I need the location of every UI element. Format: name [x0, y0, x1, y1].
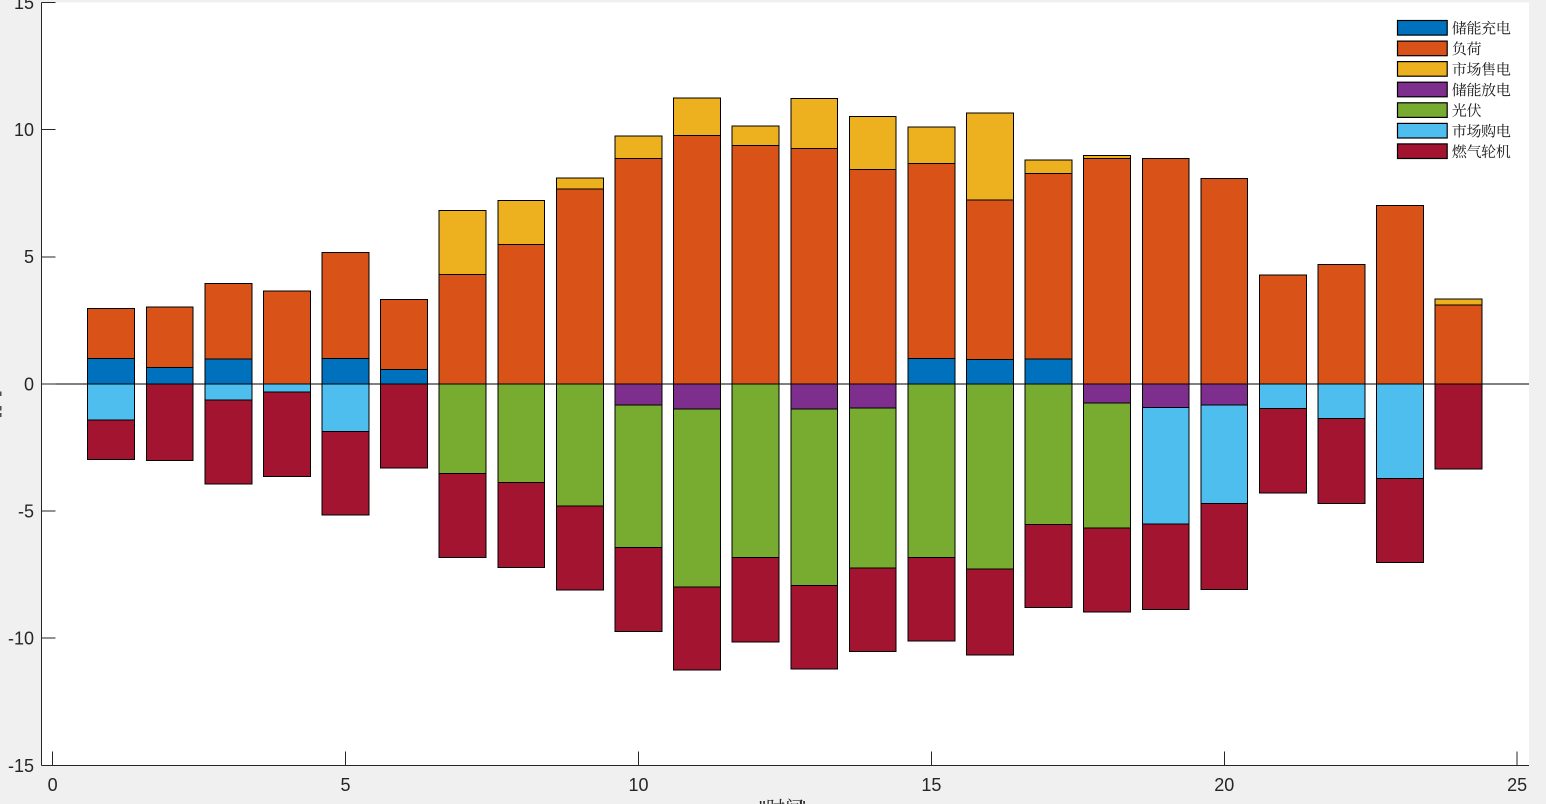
svg-text:-15: -15	[8, 756, 34, 776]
svg-text:15: 15	[14, 0, 34, 13]
svg-text:0: 0	[48, 775, 58, 795]
svg-text:": "	[759, 799, 766, 804]
svg-text:10: 10	[628, 775, 648, 795]
svg-text:20: 20	[1214, 775, 1234, 795]
svg-text:": "	[799, 799, 806, 804]
svg-text:0: 0	[24, 374, 34, 394]
svg-text:5: 5	[340, 775, 350, 795]
svg-text:25: 25	[1507, 775, 1527, 795]
svg-text:15: 15	[921, 775, 941, 795]
svg-text:-5: -5	[18, 502, 34, 522]
svg-text:10: 10	[14, 120, 34, 140]
svg-text:5: 5	[24, 247, 34, 267]
svg-text:-10: -10	[8, 629, 34, 649]
